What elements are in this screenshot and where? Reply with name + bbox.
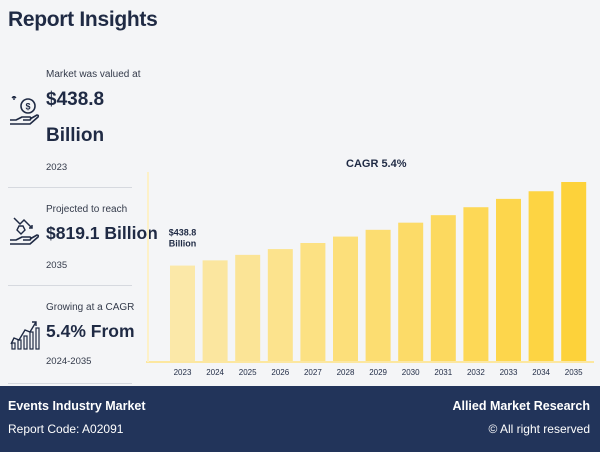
growth-hand-icon xyxy=(10,217,40,245)
copyright-text: © All right reserved xyxy=(488,422,590,436)
bar-2025 xyxy=(235,254,261,362)
market-value-line2: Billion xyxy=(46,125,105,146)
projected-value: $819.1 Billion xyxy=(46,223,158,243)
cagr-value: 5.4% From xyxy=(46,321,135,341)
cagr-label: Growing at a CAGR xyxy=(46,302,135,313)
bar-2035 xyxy=(561,182,587,362)
x-tick-label-2032: 2032 xyxy=(466,368,485,377)
x-tick-label-2023: 2023 xyxy=(173,368,192,377)
projected-label: Projected to reach xyxy=(46,204,128,215)
money-hand-icon: $ xyxy=(10,96,40,125)
brand-name: Allied Market Research xyxy=(452,399,590,413)
x-tick-label-2031: 2031 xyxy=(434,368,453,377)
x-tick-label-2035: 2035 xyxy=(564,368,583,377)
market-value-line1: $438.8 xyxy=(46,89,105,110)
divider xyxy=(8,383,132,384)
x-tick-label-2033: 2033 xyxy=(499,368,518,377)
market-value-card: $ Market was valued at $438.8 Billion 20… xyxy=(8,66,141,184)
x-tick-label-2027: 2027 xyxy=(303,368,322,377)
bar-2028 xyxy=(333,236,358,362)
cagr-card: Growing at a CAGR 5.4% From 2024-2035 xyxy=(8,298,135,378)
page-title: Report Insights xyxy=(8,8,158,31)
divider xyxy=(8,187,132,188)
chart-title: CAGR 5.4% xyxy=(346,158,407,170)
bar-2026 xyxy=(267,249,293,362)
market-value-year: 2023 xyxy=(46,162,68,173)
bar-2032 xyxy=(463,207,489,362)
x-tick-label-2029: 2029 xyxy=(369,368,387,377)
bar-2024 xyxy=(202,260,228,362)
svg-text:$: $ xyxy=(25,102,30,112)
x-tick-label-2028: 2028 xyxy=(336,368,355,377)
x-tick-label-2030: 2030 xyxy=(401,368,420,377)
x-tick-label-2026: 2026 xyxy=(271,368,290,377)
projected-value-card: Projected to reach $819.1 Billion 2035 xyxy=(8,200,158,280)
x-tick-label-2034: 2034 xyxy=(532,368,550,377)
data-label-2023: $438.8 xyxy=(169,228,197,238)
report-code: Report Code: A02091 xyxy=(8,422,124,436)
report-title: Events Industry Market xyxy=(8,399,146,413)
bar-2023 xyxy=(170,265,195,362)
x-tick-label-2024: 2024 xyxy=(206,368,224,377)
cagr-period: 2024-2035 xyxy=(46,356,92,367)
footer-bar: Events Industry Market Report Code: A020… xyxy=(0,386,600,452)
bar-2029 xyxy=(365,229,391,362)
divider xyxy=(8,285,132,286)
bar-growth-icon xyxy=(10,321,40,350)
bar-2034 xyxy=(528,191,554,362)
x-tick-label-2025: 2025 xyxy=(238,368,257,377)
market-value-label: Market was valued at xyxy=(46,69,141,80)
bar-2027 xyxy=(300,243,326,362)
bar-2033 xyxy=(496,198,521,362)
data-label-unit-2023: Billion xyxy=(169,239,197,249)
projected-year: 2035 xyxy=(46,260,68,271)
bar-2030 xyxy=(398,222,424,362)
bar-2031 xyxy=(430,215,456,362)
